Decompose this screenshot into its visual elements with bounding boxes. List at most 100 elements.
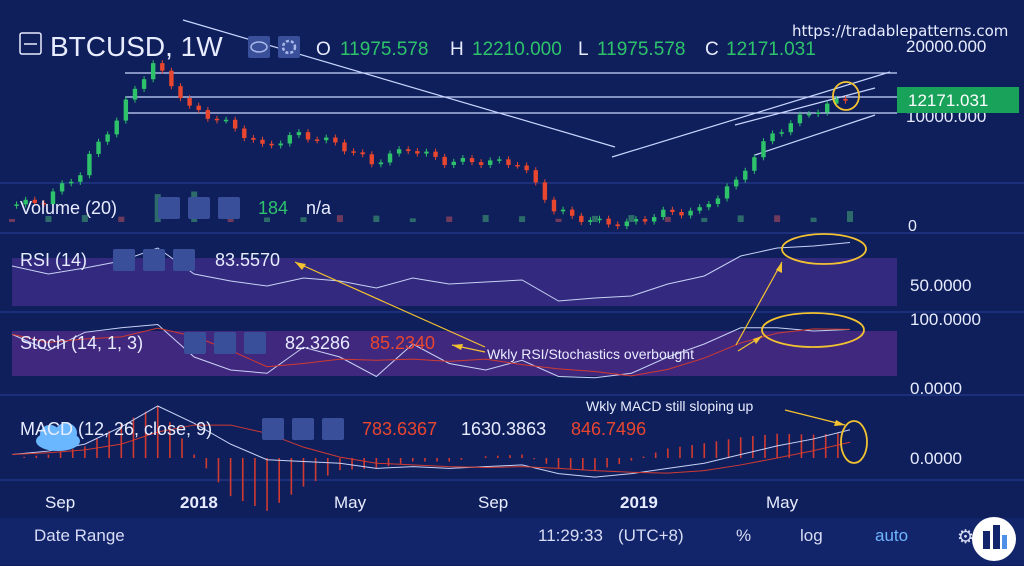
stoch-k-value: 82.3286 [285, 333, 350, 353]
candle-body [688, 210, 693, 216]
ohlc-l-label: L [578, 39, 589, 60]
close-icon[interactable] [173, 249, 195, 271]
candle-body [187, 98, 192, 106]
candle-body [478, 162, 484, 165]
candle-body [314, 139, 320, 142]
candle-body [150, 63, 156, 80]
clock-time: 11:29:33 [538, 526, 603, 545]
candle-body [715, 198, 721, 205]
volume-bar [737, 215, 744, 222]
candle-body [269, 143, 274, 146]
auto-toggle[interactable]: auto [875, 526, 909, 545]
gear-icon[interactable] [292, 418, 314, 440]
candle-body [806, 113, 812, 116]
candle-body [132, 88, 138, 100]
candle-body [378, 162, 384, 165]
candle-body [114, 120, 119, 135]
x-tick: 2019 [620, 493, 658, 512]
gear-icon[interactable] [214, 332, 236, 354]
annotation-circle-price [832, 81, 860, 111]
eye-icon[interactable] [262, 418, 284, 440]
timezone-button[interactable]: (UTC+8) [618, 526, 684, 545]
x-tick: May [334, 493, 367, 512]
logo-mark [983, 525, 1007, 549]
eye-icon[interactable] [248, 36, 270, 58]
gear-icon[interactable] [143, 249, 165, 271]
candle-body [351, 151, 356, 153]
candle-body [41, 202, 47, 205]
candle-body [105, 134, 110, 142]
percent-toggle[interactable]: % [736, 526, 752, 545]
date-range-button[interactable]: Date Range [34, 526, 125, 545]
ohlc-l-value: 11975.578 [597, 39, 685, 60]
candle-body [232, 119, 238, 129]
last-price-tag [897, 87, 1019, 113]
candle-body [406, 149, 411, 152]
candle-body [770, 133, 775, 142]
gear-icon[interactable] [278, 36, 300, 58]
volume-bar [9, 219, 15, 222]
gear-shape [281, 39, 297, 55]
chart-svg: Wkly RSI/Stochastics overbought Wkly MAC… [0, 19, 1024, 512]
volume-bar [628, 215, 635, 222]
candle-body [733, 179, 739, 187]
candle-body [542, 182, 548, 200]
rsi-value: 83.5570 [215, 250, 280, 270]
candle-body [78, 175, 83, 182]
stoch-tick-0: 0.0000 [910, 379, 962, 398]
candle-body [488, 160, 493, 165]
watermark: https://tradablepatterns.com [792, 22, 1009, 40]
macd-title: MACD (12, 26, close, 9) [20, 419, 212, 439]
candle-body [178, 86, 183, 99]
candle-body [305, 132, 311, 140]
candle-body [606, 218, 611, 225]
candle-body [242, 128, 247, 138]
menu-icon[interactable] [19, 32, 42, 55]
rsi-title: RSI (14) [20, 250, 87, 270]
candle-body [697, 207, 702, 211]
candle-body [342, 142, 347, 152]
candle-body [23, 199, 28, 205]
candle-body [87, 153, 92, 176]
candle-body [642, 219, 648, 222]
annotation-arrow [784, 409, 846, 426]
main-header-icons [248, 36, 300, 58]
x-tick: 2018 [180, 493, 218, 512]
close-icon[interactable] [218, 197, 240, 219]
volume-title: Volume (20) [20, 198, 117, 218]
volume-bar [847, 211, 853, 222]
stoch-tick-100: 100.0000 [910, 310, 981, 329]
candle-body [442, 156, 447, 166]
volume-bar [664, 216, 671, 222]
candle-body [706, 204, 712, 208]
candle-body [633, 219, 639, 222]
annotation-arrowhead [776, 262, 782, 273]
gear-icon[interactable]: ⚙ [957, 527, 975, 548]
ohlc-h-value: 12210.000 [472, 39, 562, 60]
candle-body [533, 170, 538, 183]
candle-body [123, 99, 129, 121]
candle-body [278, 143, 283, 146]
eye-icon[interactable] [113, 249, 135, 271]
eye-icon[interactable] [184, 332, 206, 354]
gear-icon[interactable] [188, 197, 210, 219]
candle-body [387, 153, 393, 163]
candle-body [497, 159, 502, 161]
candle-body [50, 191, 56, 205]
log-toggle[interactable]: log [800, 526, 823, 545]
candle-body [223, 119, 229, 122]
candle-body [834, 98, 839, 104]
close-icon[interactable] [322, 418, 344, 440]
close-icon[interactable] [244, 332, 266, 354]
stoch-title: Stoch (14, 1, 3) [20, 333, 143, 353]
macd-value-2: 1630.3863 [461, 419, 546, 439]
candle-body [260, 139, 265, 144]
eye-icon[interactable] [158, 197, 180, 219]
x-tick: May [766, 493, 799, 512]
candle-body [324, 137, 329, 141]
volume-bar [81, 215, 88, 222]
volume-bar [446, 216, 453, 222]
volume-bar [118, 216, 125, 222]
candle-body [761, 141, 766, 158]
candle-body [679, 212, 684, 216]
